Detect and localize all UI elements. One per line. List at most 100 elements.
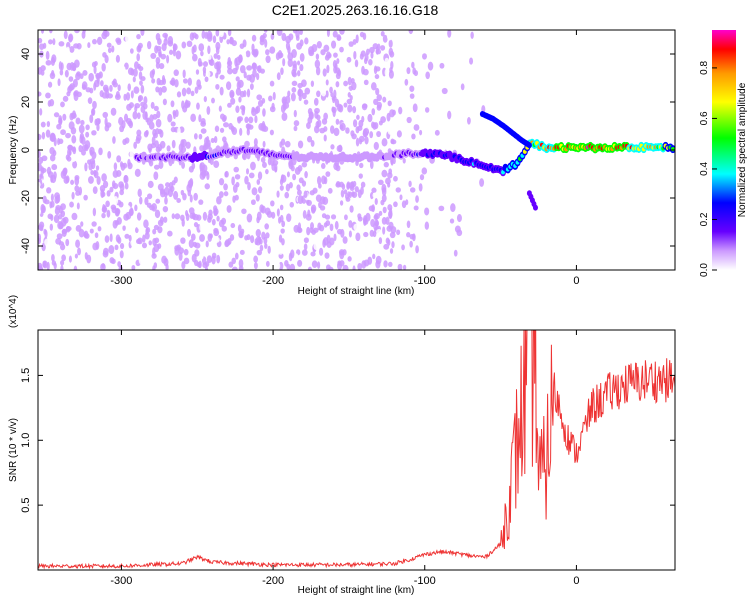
noise-cell xyxy=(355,232,361,242)
noise-cell xyxy=(346,56,352,63)
noise-cell xyxy=(40,65,46,72)
noise-cell xyxy=(255,229,261,237)
noise-cell xyxy=(354,186,359,193)
noise-cell xyxy=(427,240,432,249)
noise-cell xyxy=(251,34,257,42)
noise-cell xyxy=(239,65,246,74)
noise-cell xyxy=(137,188,142,198)
noise-cell xyxy=(180,237,186,244)
noise-cell xyxy=(311,260,318,268)
noise-cell xyxy=(172,110,176,116)
noise-cell xyxy=(161,85,167,93)
noise-cell xyxy=(92,38,97,45)
noise-cell xyxy=(357,125,363,131)
noise-cell xyxy=(191,162,196,170)
noise-cell xyxy=(382,34,388,43)
noise-cell xyxy=(316,90,321,98)
noise-cell xyxy=(42,260,48,269)
noise-cell xyxy=(110,107,117,116)
noise-cell xyxy=(333,65,338,74)
noise-cell xyxy=(288,182,293,189)
noise-cell xyxy=(100,189,105,199)
noise-cell xyxy=(201,30,206,39)
noise-cell xyxy=(235,56,242,66)
noise-cell xyxy=(146,227,151,234)
noise-cell xyxy=(256,249,263,256)
noise-cell xyxy=(343,189,348,195)
noise-cell xyxy=(221,225,227,232)
noise-cell xyxy=(38,181,41,188)
noise-cell xyxy=(270,157,275,167)
noise-cell xyxy=(155,86,160,93)
y-tick-label: 0.5 xyxy=(20,497,32,512)
noise-cell xyxy=(396,130,402,138)
noise-cell xyxy=(109,186,114,193)
noise-cell xyxy=(313,242,319,251)
noise-cell xyxy=(262,125,269,132)
noise-cell xyxy=(170,100,175,108)
noise-cell xyxy=(206,106,211,115)
noise-cell xyxy=(136,221,141,229)
noise-cell xyxy=(138,94,144,102)
noise-cell xyxy=(293,120,300,127)
noise-cell xyxy=(216,67,221,75)
noise-cell xyxy=(467,116,471,125)
noise-cell xyxy=(50,133,56,142)
noise-cell xyxy=(275,262,281,270)
noise-cell xyxy=(239,231,243,238)
noise-cell xyxy=(286,171,290,178)
noise-cell xyxy=(221,217,227,225)
noise-cell xyxy=(321,89,327,97)
noise-cell xyxy=(216,54,221,60)
noise-cell xyxy=(202,82,209,89)
noise-cell xyxy=(227,67,233,75)
noise-cell xyxy=(375,87,380,96)
noise-cell xyxy=(233,166,240,173)
noise-cell xyxy=(215,41,221,51)
noise-cell xyxy=(40,121,46,128)
noise-cell xyxy=(262,108,266,117)
noise-cell xyxy=(352,265,356,270)
noise-cell xyxy=(128,102,135,109)
noise-cell xyxy=(253,262,258,270)
noise-cell xyxy=(87,42,91,49)
noise-cell xyxy=(101,206,108,213)
noise-cell xyxy=(147,40,152,50)
noise-cell xyxy=(259,39,265,46)
noise-cell xyxy=(351,81,357,91)
noise-cell xyxy=(246,123,250,132)
noise-cell xyxy=(123,174,128,183)
noise-cell xyxy=(382,206,387,214)
noise-cell xyxy=(156,110,161,119)
noise-cell xyxy=(296,226,302,233)
noise-cell xyxy=(71,191,75,200)
noise-cell xyxy=(434,129,440,136)
noise-cell xyxy=(135,137,141,144)
noise-cell xyxy=(380,31,385,37)
noise-cell xyxy=(136,53,140,62)
noise-cell xyxy=(377,179,384,186)
noise-cell xyxy=(190,233,196,241)
noise-cell xyxy=(107,151,112,159)
noise-cell xyxy=(297,195,304,204)
noise-cell xyxy=(304,87,311,95)
noise-cell xyxy=(281,238,285,246)
noise-cell xyxy=(81,81,88,90)
noise-cell xyxy=(366,194,370,203)
noise-cell xyxy=(428,191,434,198)
colorbar-tick-label: 0.6 xyxy=(699,111,710,125)
noise-cell xyxy=(202,61,209,67)
noise-cell xyxy=(60,210,66,218)
noise-cell xyxy=(406,232,411,238)
noise-cell xyxy=(230,97,236,105)
noise-cell xyxy=(345,127,350,134)
noise-cell xyxy=(388,221,394,230)
noise-cell xyxy=(261,161,267,169)
noise-cell xyxy=(346,98,353,105)
noise-cell xyxy=(230,125,235,133)
noise-cell xyxy=(173,69,179,77)
noise-cell xyxy=(266,210,273,218)
noise-cell xyxy=(287,58,293,68)
x-tick-label: -300 xyxy=(110,275,132,287)
noise-cell xyxy=(188,207,195,215)
